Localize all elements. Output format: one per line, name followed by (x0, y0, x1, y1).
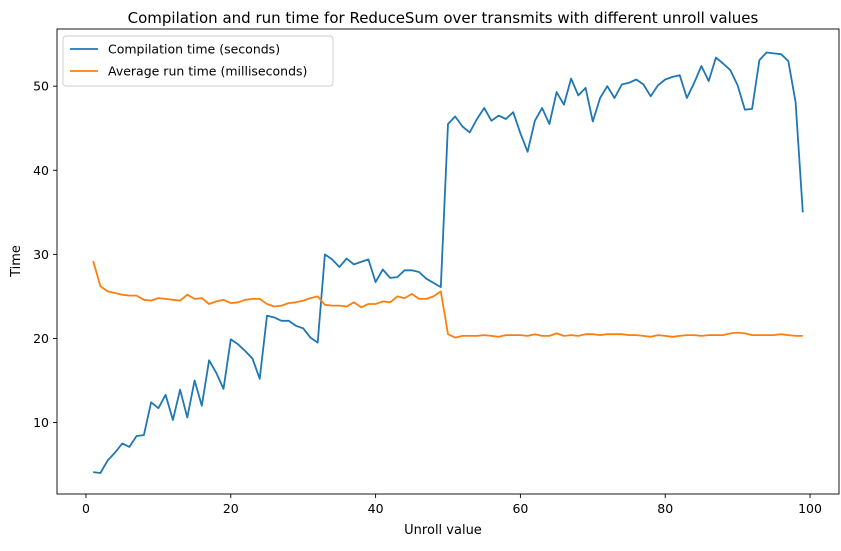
y-tick-label: 30 (33, 247, 49, 262)
x-tick-label: 20 (223, 501, 239, 516)
x-tick-label: 40 (368, 501, 384, 516)
x-tick-label: 0 (82, 501, 90, 516)
legend: Compilation time (seconds) Average run t… (62, 35, 334, 87)
x-tick-label: 100 (798, 501, 822, 516)
y-tick-label: 40 (33, 163, 49, 178)
y-tick-label: 50 (33, 79, 49, 94)
series-layer (92, 51, 804, 474)
y-tick-label: 10 (33, 415, 49, 430)
series-line-1 (92, 260, 803, 339)
chart-title: Compilation and run time for ReduceSum o… (128, 9, 759, 27)
x-tick-label: 80 (657, 501, 673, 516)
legend-label-runtime: Average run time (milliseconds) (108, 64, 307, 79)
x-tick-label: 60 (512, 501, 528, 516)
plot-frame (56, 28, 840, 495)
y-axis: 10 20 30 40 50 (33, 79, 57, 430)
y-tick-label: 20 (33, 331, 49, 346)
y-axis-label: Time (9, 245, 24, 278)
legend-box (62, 35, 334, 87)
x-axis-label: Unroll value (404, 523, 482, 538)
series-line-0 (93, 51, 804, 474)
x-axis: 0 20 40 60 80 100 (82, 494, 822, 516)
legend-label-compilation: Compilation time (seconds) (108, 42, 280, 57)
